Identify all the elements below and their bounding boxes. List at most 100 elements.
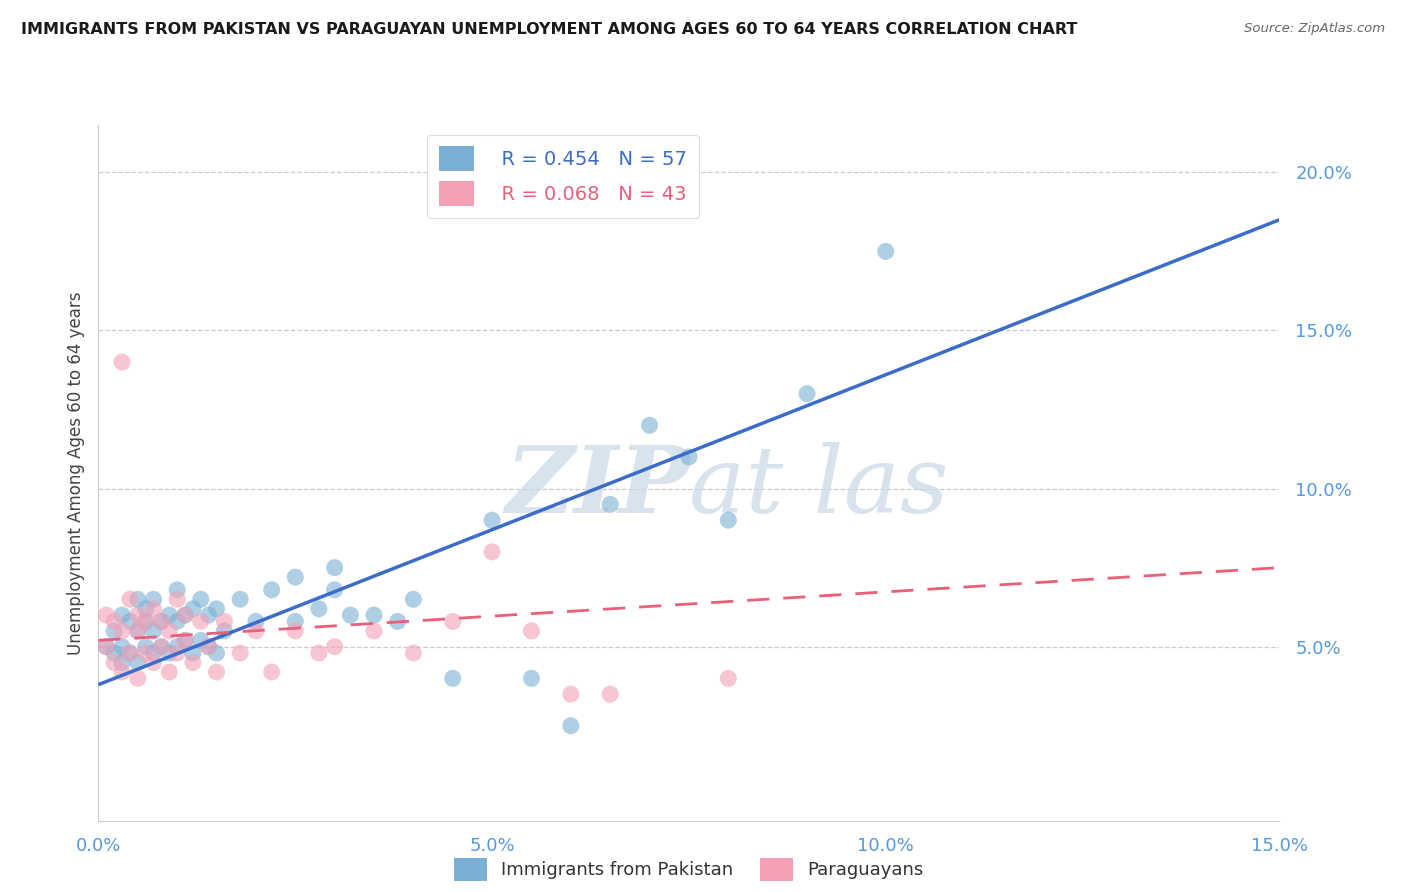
Point [717,671,740,685]
Point [127,592,149,607]
Point [308,601,330,615]
Point [214,615,236,629]
Point [441,615,464,629]
Point [103,615,125,629]
Point [127,608,149,623]
Point [166,646,188,660]
Point [796,386,818,401]
Point [96,640,118,654]
Point [205,601,228,615]
Point [190,592,212,607]
Point [118,592,141,607]
Point [717,513,740,527]
Point [127,671,149,685]
Point [323,582,346,597]
Point [111,640,134,654]
Point [111,624,134,638]
Point [150,640,173,654]
Point [157,608,180,623]
Point [560,719,582,733]
Point [284,624,307,638]
Point [118,615,141,629]
Point [174,633,197,648]
Point [135,615,157,629]
Point [560,687,582,701]
Point [174,608,197,623]
Point [599,497,621,511]
Point [157,646,180,660]
Point [323,560,346,574]
Point [638,418,661,433]
Point [190,633,212,648]
Point [387,615,409,629]
Point [197,608,219,623]
Point [205,646,228,660]
Point [678,450,700,464]
Point [197,640,219,654]
Point [229,646,252,660]
Point [118,646,141,660]
Point [260,582,283,597]
Point [229,592,252,607]
Point [111,355,134,369]
Point [481,513,503,527]
Point [142,624,165,638]
Point [245,624,267,638]
Point [142,656,165,670]
Point [127,624,149,638]
Point [96,608,118,623]
Text: at las: at las [689,442,949,532]
Point [150,640,173,654]
Point [166,592,188,607]
Point [142,592,165,607]
Point [103,624,125,638]
Point [481,545,503,559]
Point [402,646,425,660]
Point [150,615,173,629]
Point [111,656,134,670]
Y-axis label: Unemployment Among Ages 60 to 64 years: Unemployment Among Ages 60 to 64 years [66,291,84,655]
Point [135,615,157,629]
Point [205,665,228,679]
Point [166,615,188,629]
Point [441,671,464,685]
Point [118,646,141,660]
Point [135,646,157,660]
Point [127,656,149,670]
Point [339,608,361,623]
Point [111,665,134,679]
Point [284,570,307,584]
Point [157,665,180,679]
Point [363,624,385,638]
Point [245,615,267,629]
Point [260,665,283,679]
Point [323,640,346,654]
Point [181,601,204,615]
Point [103,646,125,660]
Point [166,582,188,597]
Point [135,640,157,654]
Text: ZIP: ZIP [505,442,689,532]
Point [157,624,180,638]
Point [96,640,118,654]
Point [174,633,197,648]
Point [190,615,212,629]
Point [214,624,236,638]
Point [875,244,897,259]
Point [150,615,173,629]
Point [166,640,188,654]
Point [135,601,157,615]
Text: IMMIGRANTS FROM PAKISTAN VS PARAGUAYAN UNEMPLOYMENT AMONG AGES 60 TO 64 YEARS CO: IMMIGRANTS FROM PAKISTAN VS PARAGUAYAN U… [21,22,1077,37]
Point [181,656,204,670]
Point [127,624,149,638]
Text: Source: ZipAtlas.com: Source: ZipAtlas.com [1244,22,1385,36]
Point [111,608,134,623]
Point [181,646,204,660]
Point [197,640,219,654]
Point [142,646,165,660]
Point [103,656,125,670]
Point [520,624,543,638]
Legend: Immigrants from Pakistan, Paraguayans: Immigrants from Pakistan, Paraguayans [447,850,931,888]
Point [284,615,307,629]
Point [308,646,330,660]
